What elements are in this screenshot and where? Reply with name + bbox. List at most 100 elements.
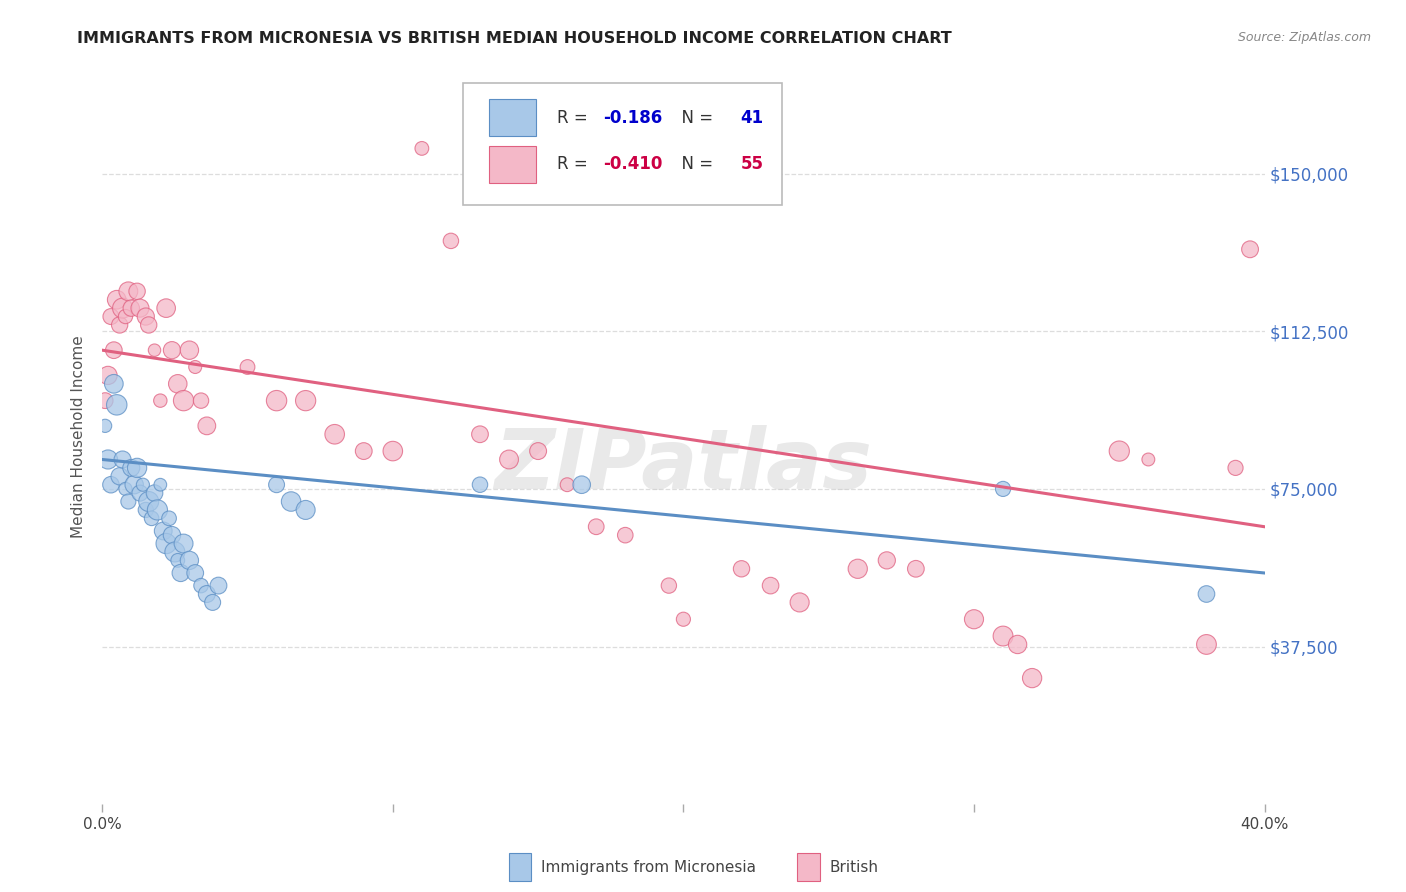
Point [184,359,207,374]
Point [146,503,169,517]
Point [117,285,139,299]
Point [141,511,163,525]
Point [266,393,288,408]
Point [1137,452,1160,467]
Point [125,461,148,475]
Point [170,566,193,580]
Point [498,452,520,467]
Point [117,494,139,508]
Point [94,418,117,433]
Point [195,587,218,601]
Point [1021,671,1043,685]
Point [173,393,195,408]
Point [381,444,404,458]
Point [108,469,131,483]
Point [614,528,637,542]
Point [163,545,186,559]
Text: -0.410: -0.410 [603,155,662,173]
Point [166,553,188,567]
Point [411,141,433,155]
Point [135,503,157,517]
Point [207,579,229,593]
Y-axis label: Median Household Income: Median Household Income [72,335,86,538]
Point [440,234,463,248]
Point [179,553,201,567]
Point [155,536,177,550]
Point [963,612,986,626]
Point [1007,637,1029,651]
Text: 41: 41 [741,109,763,127]
Point [97,368,120,383]
Point [846,562,869,576]
Point [160,343,183,358]
Point [1195,587,1218,601]
Point [108,318,131,332]
Point [149,477,172,491]
Point [555,477,578,491]
Point [991,629,1014,643]
Point [1225,461,1247,475]
Point [129,486,152,500]
Point [876,553,898,567]
Point [190,579,212,593]
Point [730,562,752,576]
FancyBboxPatch shape [489,145,536,183]
Point [125,285,148,299]
Point [132,477,155,491]
Point [100,310,122,324]
Point [294,503,316,517]
Point [157,511,180,525]
Text: IMMIGRANTS FROM MICRONESIA VS BRITISH MEDIAN HOUSEHOLD INCOME CORRELATION CHART: IMMIGRANTS FROM MICRONESIA VS BRITISH ME… [77,31,952,46]
Point [114,482,136,496]
Point [672,612,695,626]
Point [759,579,782,593]
Point [105,398,128,412]
Point [201,595,224,609]
Text: Source: ZipAtlas.com: Source: ZipAtlas.com [1237,31,1371,45]
Point [173,536,195,550]
Point [135,310,157,324]
Point [166,376,188,391]
Text: British: British [830,860,879,874]
Point [658,579,681,593]
Point [138,494,160,508]
Text: N =: N = [671,109,718,127]
Point [353,444,375,458]
Point [155,301,177,315]
FancyBboxPatch shape [489,99,536,136]
Point [138,318,160,332]
Point [195,418,218,433]
Point [789,595,811,609]
Point [266,477,288,491]
Point [143,343,166,358]
Point [120,461,142,475]
Point [94,393,117,408]
Point [280,494,302,508]
Point [152,524,174,538]
Text: R =: R = [557,109,593,127]
Point [111,301,134,315]
Point [571,477,593,491]
Point [149,393,172,408]
FancyBboxPatch shape [463,83,782,204]
Text: N =: N = [671,155,718,173]
Text: 55: 55 [741,155,763,173]
Point [120,301,142,315]
Text: Immigrants from Micronesia: Immigrants from Micronesia [541,860,756,874]
Point [129,301,152,315]
Point [122,477,145,491]
Point [114,310,136,324]
Point [179,343,201,358]
Point [143,486,166,500]
Point [1108,444,1130,458]
Text: ZIPatlas: ZIPatlas [495,425,872,507]
Point [160,528,183,542]
Point [904,562,927,576]
Point [1195,637,1218,651]
Point [527,444,550,458]
Point [236,359,259,374]
Point [184,566,207,580]
Point [468,477,491,491]
Point [105,293,128,307]
Point [294,393,316,408]
